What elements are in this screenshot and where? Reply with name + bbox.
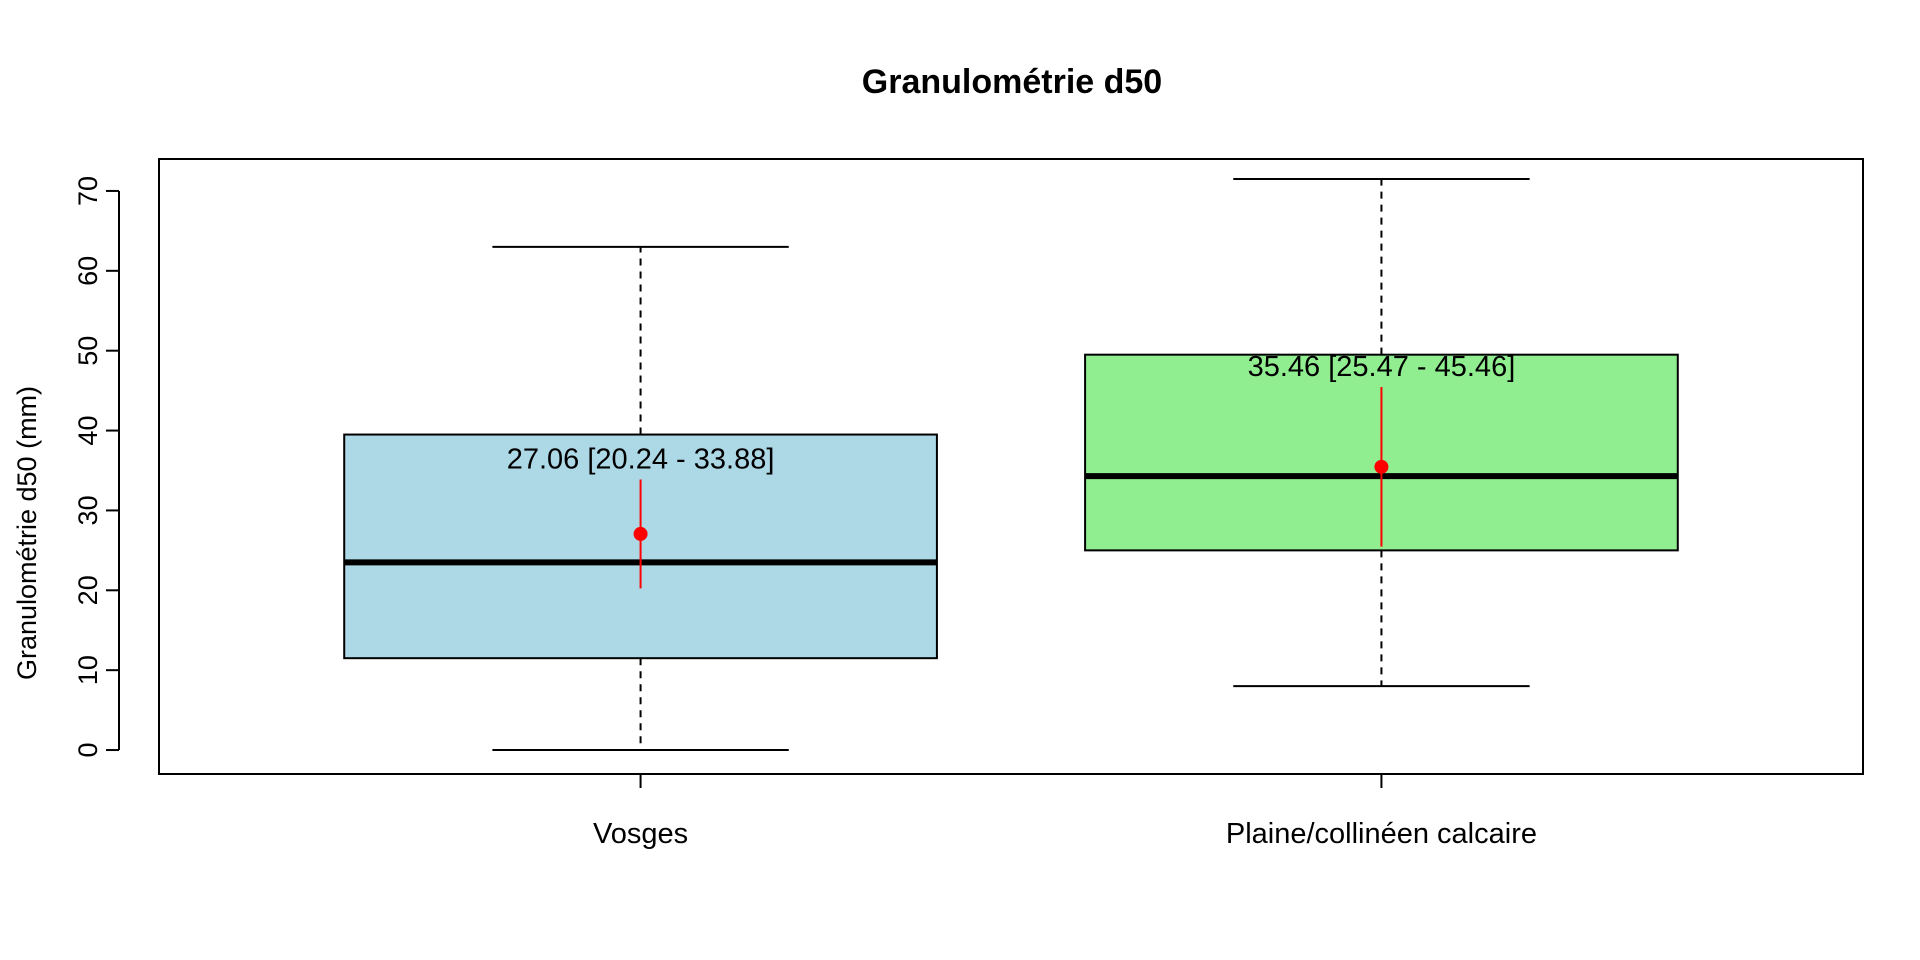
y-tick-label: 10 [73, 655, 103, 685]
x-tick-label: Vosges [593, 818, 688, 850]
y-tick-label: 40 [73, 416, 103, 446]
mean-point [1374, 459, 1389, 474]
chart-title: Granulométrie d50 [862, 63, 1162, 101]
mean-ci-annotation: 35.46 [25.47 - 45.46] [1248, 351, 1516, 383]
plot-area: 0 10 20 30 40 50 60 70 27.06 [20.24 - 33.88] Vosg… [73, 176, 1679, 850]
y-tick-label: 50 [73, 336, 103, 366]
x-tick-label: Plaine/collinéen calcaire [1226, 818, 1537, 850]
mean-point [633, 526, 648, 541]
y-tick-label: 70 [73, 176, 103, 206]
mean-ci-annotation: 27.06 [20.24 - 33.88] [507, 443, 775, 475]
y-axis-label: Granulométrie d50 (mm) [12, 386, 42, 680]
y-tick-label: 60 [73, 256, 103, 286]
y-tick-label: 30 [73, 495, 103, 525]
y-tick-label: 0 [73, 743, 103, 758]
plot-frame [158, 158, 1864, 775]
y-tick-label: 20 [73, 575, 103, 605]
